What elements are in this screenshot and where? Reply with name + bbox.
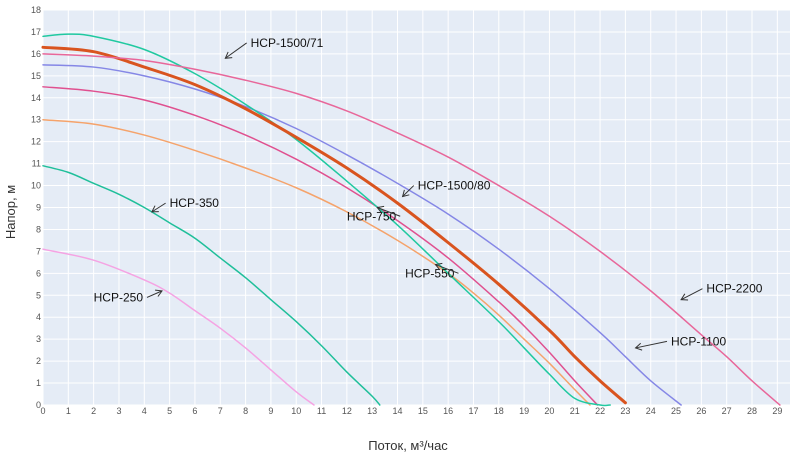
x-tick-label: 18 <box>494 406 504 416</box>
x-tick-label: 9 <box>268 406 273 416</box>
y-tick-label: 2 <box>36 356 41 366</box>
x-tick-label: 21 <box>570 406 580 416</box>
y-tick-label: 18 <box>31 5 41 15</box>
annotation-arrow-hcp-250 <box>146 290 163 298</box>
annotation-arrowhead-hcp-250 <box>155 289 163 297</box>
annotation-arrow-hcp-1100 <box>635 340 668 349</box>
annotation-arrowhead-hcp-2200 <box>680 293 689 301</box>
annotation-arrow-hcp-350 <box>151 202 166 213</box>
annotation-arrow-hcp-1500-71 <box>225 42 247 59</box>
x-tick-label: 19 <box>519 406 529 416</box>
series-line-hcp-2200 <box>42 53 781 406</box>
x-tick-label: 11 <box>317 406 326 416</box>
y-tick-label: 15 <box>31 71 41 81</box>
annotation-arrowhead-hcp-1500-71 <box>224 51 233 59</box>
x-tick-label: 5 <box>167 406 172 416</box>
x-tick-labels: 0 1 2 3 4 5 6 7 8 9 10 11 12 13 14 15 16 17 18 19 20 21 22 23 24… <box>40 406 782 416</box>
x-tick-label: 3 <box>116 406 121 416</box>
annotation-arrowhead-hcp-1100 <box>634 342 643 351</box>
series-line-hcp-250 <box>42 248 315 406</box>
x-tick-label: 12 <box>342 406 352 416</box>
x-tick-label: 22 <box>595 406 605 416</box>
x-tick-label: 6 <box>192 406 197 416</box>
y-tick-label: 8 <box>36 224 41 234</box>
y-axis-title: Напор, м <box>3 185 18 239</box>
x-tick-label: 8 <box>243 406 248 416</box>
annotation-arrow-hcp-750 <box>377 207 401 217</box>
y-tick-label: 5 <box>36 290 41 300</box>
x-tick-label: 13 <box>367 406 377 416</box>
x-tick-label: 2 <box>91 406 96 416</box>
x-tick-label: 26 <box>696 406 706 416</box>
series-line-hcp-1500-71 <box>42 33 611 407</box>
x-tick-label: 7 <box>218 406 223 416</box>
y-tick-label: 14 <box>31 93 41 103</box>
annotation-arrow-hcp-1500-80 <box>402 185 415 197</box>
annotation-label-hcp-550: HCP-550 <box>405 266 455 280</box>
series-line-hcp-350 <box>42 165 381 406</box>
annotation-label-hcp-1500-80: HCP-1500/80 <box>418 179 491 193</box>
y-tick-label: 0 <box>36 400 41 410</box>
y-tick-label: 16 <box>31 49 41 59</box>
annotation-label-hcp-750: HCP-750 <box>347 209 397 223</box>
y-tick-label: 12 <box>31 137 41 147</box>
y-tick-label: 7 <box>36 246 41 256</box>
y-tick-label: 1 <box>36 378 41 388</box>
x-tick-label: 1 <box>66 406 71 416</box>
x-tick-label: 28 <box>747 406 757 416</box>
annotation-label-hcp-250: HCP-250 <box>94 290 144 304</box>
y-tick-label: 6 <box>36 268 41 278</box>
y-tick-label: 4 <box>36 312 41 322</box>
annotation-arrow-hcp-2200 <box>680 288 703 301</box>
x-tick-label: 4 <box>142 406 147 416</box>
annotation-label-hcp-350: HCP-350 <box>170 196 220 210</box>
annotation-label-hcp-1500-71: HCP-1500/71 <box>251 36 324 50</box>
annotation-arrow-hcp-550 <box>435 264 459 274</box>
x-tick-label: 0 <box>40 406 45 416</box>
annotation-label-hcp-1100: HCP-1100 <box>671 334 726 348</box>
y-tick-label: 11 <box>32 159 41 169</box>
x-tick-label: 29 <box>772 406 782 416</box>
y-tick-label: 3 <box>36 334 41 344</box>
x-tick-label: 25 <box>671 406 681 416</box>
annotation-arrowhead-hcp-1500-80 <box>401 189 410 198</box>
curve-annotations: HCP-1500/71 HCP-1500/80 HCP-750 HCP-350 HCP-… <box>94 36 763 351</box>
x-tick-label: 10 <box>291 406 301 416</box>
x-tick-label: 23 <box>620 406 630 416</box>
annotation-arrowhead-hcp-750 <box>376 205 385 214</box>
y-tick-label: 17 <box>31 27 41 37</box>
series-line-hcp-1500-80 <box>41 45 627 405</box>
annotation-arrowhead-hcp-350 <box>151 205 159 213</box>
x-tick-label: 20 <box>544 406 554 416</box>
y-tick-label: 10 <box>31 181 41 191</box>
x-axis-title: Поток, м³/час <box>368 438 448 453</box>
series-lines <box>41 33 781 407</box>
annotation-label-hcp-2200: HCP-2200 <box>706 282 762 296</box>
x-tick-label: 24 <box>646 406 656 416</box>
x-tick-label: 17 <box>468 406 478 416</box>
series-line-hcp-550 <box>42 118 591 406</box>
y-tick-label: 9 <box>36 203 41 213</box>
x-tick-label: 15 <box>418 406 428 416</box>
x-tick-label: 16 <box>443 406 453 416</box>
x-tick-label: 27 <box>722 406 732 416</box>
y-tick-label: 13 <box>31 115 41 125</box>
series-line-hcp-1100 <box>42 64 682 406</box>
annotation-arrowhead-hcp-550 <box>434 262 443 271</box>
x-tick-label: 14 <box>393 406 403 416</box>
